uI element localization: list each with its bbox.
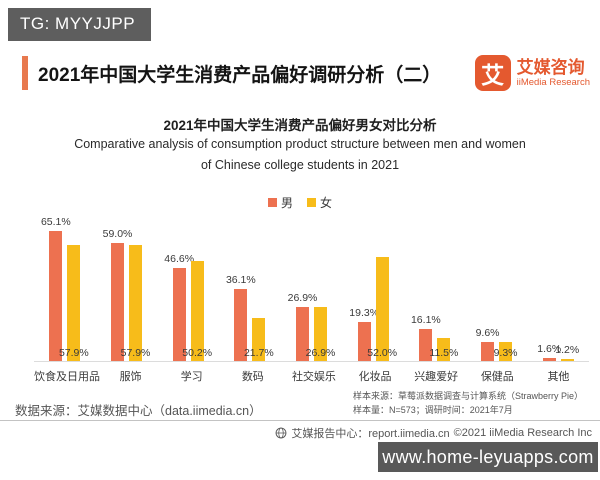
category-label-4: 社交娱乐 bbox=[291, 371, 336, 383]
value-label: 46.6% bbox=[164, 252, 195, 265]
value-label: 57.9% bbox=[120, 347, 151, 359]
value-label: 52.0% bbox=[367, 347, 398, 359]
globe-icon bbox=[275, 427, 287, 439]
chart-group-4: 26.9% 26.9% bbox=[281, 231, 343, 361]
data-source-note: 数据来源：艾媒数据中心（data.iimedia.cn） bbox=[15, 404, 262, 418]
bar-female-7: 9.3% bbox=[494, 342, 518, 361]
plot-area: 65.1% 57.9% 59.0% 57.9% 46.6% 50.2% 36.1% 21.7%… bbox=[34, 216, 589, 362]
bar-male-8: 1.6% bbox=[537, 343, 561, 361]
value-label: 26.9% bbox=[305, 347, 336, 359]
bar-male-1: 59.0% bbox=[103, 228, 132, 361]
value-label: 50.2% bbox=[182, 347, 213, 359]
chart-group-8: 1.6% 1.2% bbox=[527, 231, 589, 361]
bar-chart: 65.1% 57.9% 59.0% 57.9% 46.6% 50.2% 36.1% 21.7%… bbox=[34, 216, 589, 384]
iimedia-logo-icon: 艾 bbox=[474, 55, 511, 91]
chart-legend: 男 女 bbox=[0, 194, 600, 211]
bar-male-6: 16.1% bbox=[411, 314, 441, 361]
value-label: 9.6% bbox=[475, 326, 500, 339]
value-label: 65.1% bbox=[40, 215, 71, 228]
footer: 艾媒报告中心：report.iimedia.cn ©2021 iiMedia R… bbox=[275, 425, 592, 441]
title-wrap: 2021年中国大学生消费产品偏好调研分析（二） bbox=[22, 56, 441, 90]
value-label: 1.6% bbox=[537, 342, 562, 355]
bottom-watermark-label: www.home-leyuapps.com bbox=[382, 446, 594, 467]
bar-female-8: 1.2% bbox=[555, 344, 579, 361]
value-label: 26.9% bbox=[287, 292, 318, 305]
category-axis: 饮食及日用品 服饰 学习 数码 社交娱乐 化妆品 兴趣爱好 保健品 其他 bbox=[34, 368, 589, 384]
top-watermark: TG: MYYJJPP bbox=[8, 8, 152, 41]
bar-male-7: 9.6% bbox=[476, 327, 500, 361]
bar-female-5: 52.0% bbox=[367, 257, 397, 361]
chart-subtitle: Comparative analysis of consumption prod… bbox=[0, 134, 600, 176]
sample-info: 样本来源：草莓派数据调查与计算系统（Strawberry Pie） 样本量：N=… bbox=[353, 389, 583, 417]
bar-female-6: 11.5% bbox=[429, 338, 458, 361]
logo-name-en: iiMedia Research bbox=[516, 76, 590, 88]
bar-male-4: 26.9% bbox=[288, 292, 317, 361]
category-label-6: 兴趣爱好 bbox=[414, 371, 459, 383]
iimedia-logo: 艾 艾媒咨询 iiMedia Research bbox=[474, 55, 590, 91]
value-label: 11.5% bbox=[429, 347, 459, 359]
category-label-0: 饮食及日用品 bbox=[34, 371, 100, 383]
value-label: 36.1% bbox=[225, 273, 256, 286]
bar-female-0: 57.9% bbox=[59, 245, 89, 361]
chart-subtitle-line1: Comparative analysis of consumption prod… bbox=[74, 137, 526, 151]
footer-divider bbox=[0, 420, 600, 421]
chart-group-0: 65.1% 57.9% bbox=[34, 216, 96, 361]
value-label: 57.9% bbox=[58, 347, 89, 359]
bar-male-0: 65.1% bbox=[41, 216, 71, 361]
bar-male-3: 36.1% bbox=[226, 274, 256, 361]
bar-male-2: 46.6% bbox=[164, 253, 194, 361]
category-label-2: 学习 bbox=[180, 371, 203, 383]
bar-female-3: 21.7% bbox=[244, 317, 274, 361]
bar-female-1: 57.9% bbox=[121, 245, 150, 361]
sample-size-note: 样本量：N=573；调研时间：2021年7月 bbox=[352, 405, 513, 415]
legend-item-male: 男 bbox=[267, 194, 293, 211]
legend-male-swatch bbox=[267, 198, 277, 207]
category-label-3: 数码 bbox=[241, 371, 264, 383]
legend-item-female: 女 bbox=[307, 194, 332, 211]
value-label: 19.3% bbox=[349, 307, 380, 320]
bar-male-5: 19.3% bbox=[349, 307, 379, 361]
page-title: 2021年中国大学生消费产品偏好调研分析（二） bbox=[38, 64, 442, 86]
value-label: 59.0% bbox=[102, 228, 133, 240]
legend-female-label: 女 bbox=[320, 196, 333, 210]
bar-female-4: 26.9% bbox=[306, 307, 335, 361]
category-label-8: 其他 bbox=[547, 371, 570, 383]
title-accent-bar bbox=[22, 56, 28, 90]
header: 2021年中国大学生消费产品偏好调研分析（二） 艾 艾媒咨询 iiMedia R… bbox=[22, 55, 590, 91]
chart-group-2: 46.6% 50.2% bbox=[157, 231, 219, 361]
value-label: 9.3% bbox=[493, 347, 518, 359]
footer-report-center: 艾媒报告中心：report.iimedia.cn bbox=[291, 428, 450, 440]
value-label: 16.1% bbox=[410, 313, 441, 326]
bottom-watermark: www.home-leyuapps.com bbox=[378, 442, 598, 472]
value-label: 21.7% bbox=[243, 347, 274, 359]
chart-group-5: 19.3% 52.0% bbox=[342, 231, 404, 361]
top-watermark-label: TG: MYYJJPP bbox=[20, 14, 136, 33]
logo-name-cn: 艾媒咨询 bbox=[516, 57, 585, 77]
category-label-7: 保健品 bbox=[480, 371, 514, 383]
chart-group-6: 16.1% 11.5% bbox=[404, 231, 466, 361]
sample-source-note: 样本来源：草莓派数据调查与计算系统（Strawberry Pie） bbox=[352, 391, 583, 401]
chart-group-3: 36.1% 21.7% bbox=[219, 231, 281, 361]
legend-female-swatch bbox=[307, 198, 316, 207]
logo-text: 艾媒咨询 iiMedia Research bbox=[516, 57, 590, 88]
chart-subtitle-line2: of Chinese college students in 2021 bbox=[200, 158, 400, 172]
bar-female-2: 50.2% bbox=[182, 260, 212, 361]
footer-copyright: ©2021 iiMedia Research Inc bbox=[453, 427, 592, 439]
chart-group-7: 9.6% 9.3% bbox=[466, 231, 528, 361]
chart-group-1: 59.0% 57.9% bbox=[96, 228, 158, 361]
category-label-5: 化妆品 bbox=[358, 371, 392, 383]
value-label: 1.2% bbox=[555, 343, 580, 356]
legend-male-label: 男 bbox=[280, 196, 293, 210]
chart-title: 2021年中国大学生消费产品偏好男女对比分析 bbox=[163, 118, 437, 133]
category-label-1: 服饰 bbox=[119, 371, 142, 383]
